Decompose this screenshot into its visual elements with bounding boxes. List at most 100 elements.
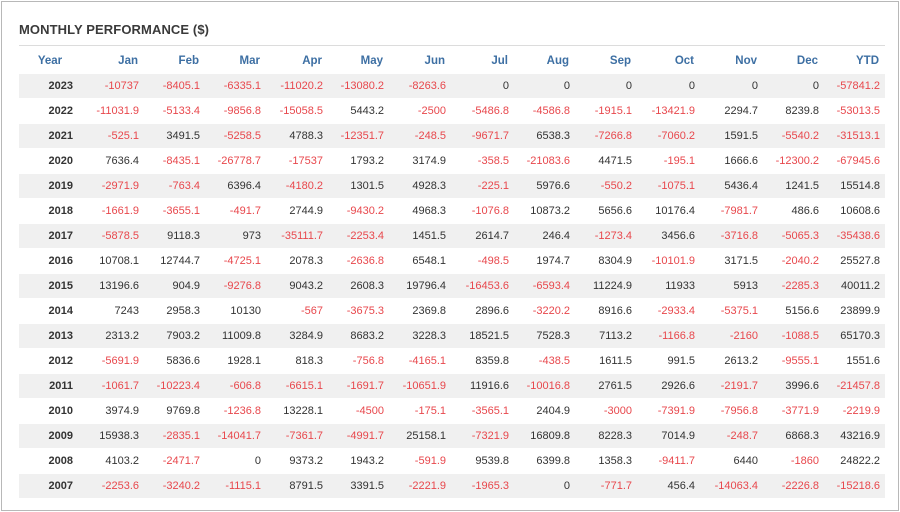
value-cell: -9671.7 <box>451 123 514 149</box>
value-cell: 1666.6 <box>700 148 763 174</box>
column-header-sep: Sep <box>575 48 637 74</box>
value-cell: -7321.9 <box>451 423 514 449</box>
value-cell: -4165.1 <box>389 348 451 374</box>
value-cell: 3491.5 <box>144 123 205 149</box>
value-cell: 2958.3 <box>144 298 205 324</box>
value-cell: -2219.9 <box>824 398 885 424</box>
value-cell: 0 <box>700 73 763 99</box>
value-cell: -6593.4 <box>514 273 575 299</box>
value-cell: 11933 <box>637 273 700 299</box>
value-cell: 1793.2 <box>328 148 389 174</box>
column-header-jul: Jul <box>451 48 514 74</box>
table-row: 2009 15938.3 -2835.1 -14041.7 -7361.7 -4991.7… <box>19 423 885 449</box>
year-cell: 2008 <box>19 448 81 474</box>
value-cell: -12300.2 <box>763 148 824 174</box>
year-cell: 2011 <box>19 373 81 399</box>
year-cell: 2020 <box>19 148 81 174</box>
year-cell: 2022 <box>19 98 81 124</box>
value-cell: -3000 <box>575 398 637 424</box>
value-cell: -12351.7 <box>328 123 389 149</box>
value-cell: 8239.8 <box>763 98 824 124</box>
value-cell: 5436.4 <box>700 173 763 199</box>
value-cell: -9430.2 <box>328 198 389 224</box>
value-cell: 2313.2 <box>81 323 144 349</box>
value-cell: 5656.6 <box>575 198 637 224</box>
value-cell: -175.1 <box>389 398 451 424</box>
value-cell: -4500 <box>328 398 389 424</box>
value-cell: -5691.9 <box>81 348 144 374</box>
value-cell: 10176.4 <box>637 198 700 224</box>
value-cell: 10608.6 <box>824 198 885 224</box>
table-body: 2023 -10737 -8405.1 -6335.1 -11020.2 -13080.2… <box>19 73 885 498</box>
value-cell: 8791.5 <box>266 473 328 498</box>
value-cell: -5540.2 <box>763 123 824 149</box>
table-row: 2013 2313.2 7903.2 11009.8 3284.9 8683.2 3228.… <box>19 323 885 349</box>
column-header-ytd: YTD <box>824 48 885 74</box>
value-cell: -21457.8 <box>824 373 885 399</box>
year-cell: 2014 <box>19 298 81 324</box>
value-cell: 16809.8 <box>514 423 575 449</box>
value-cell: 1551.6 <box>824 348 885 374</box>
value-cell: -2191.7 <box>700 373 763 399</box>
table-row: 2020 7636.4 -8435.1 -26778.7 -17537 1793.2 317… <box>19 148 885 174</box>
value-cell: -591.9 <box>389 448 451 474</box>
year-cell: 2007 <box>19 473 81 498</box>
value-cell: 0 <box>637 73 700 99</box>
value-cell: -5878.5 <box>81 223 144 249</box>
value-cell: 1928.1 <box>205 348 266 374</box>
value-cell: 6868.3 <box>763 423 824 449</box>
value-cell: 7113.2 <box>575 323 637 349</box>
value-cell: -1965.3 <box>451 473 514 498</box>
value-cell: -4991.7 <box>328 423 389 449</box>
value-cell: -438.5 <box>514 348 575 374</box>
value-cell: 0 <box>763 73 824 99</box>
value-cell: -567 <box>266 298 328 324</box>
value-cell: 43216.9 <box>824 423 885 449</box>
monthly-performance-table: Year Jan Feb Mar Apr May Jun Jul Aug Sep Oct Nov Dec… <box>19 48 885 498</box>
value-cell: -606.8 <box>205 373 266 399</box>
value-cell: -2253.6 <box>81 473 144 498</box>
value-cell: 12744.7 <box>144 248 205 274</box>
table-row: 2014 7243 2958.3 10130 -567 -3675.3 2369.8 2896… <box>19 298 885 324</box>
value-cell: 973 <box>205 223 266 249</box>
value-cell: -2500 <box>389 98 451 124</box>
value-cell: 2926.6 <box>637 373 700 399</box>
value-cell: 4103.2 <box>81 448 144 474</box>
value-cell: 6396.4 <box>205 173 266 199</box>
value-cell: 2896.6 <box>451 298 514 324</box>
value-cell: 19796.4 <box>389 273 451 299</box>
value-cell: -7060.2 <box>637 123 700 149</box>
column-header-oct: Oct <box>637 48 700 74</box>
value-cell: 6440 <box>700 448 763 474</box>
column-header-may: May <box>328 48 389 74</box>
value-cell: 11916.6 <box>451 373 514 399</box>
value-cell: 0 <box>205 448 266 474</box>
value-cell: -2226.8 <box>763 473 824 498</box>
year-cell: 2017 <box>19 223 81 249</box>
value-cell: -1088.5 <box>763 323 824 349</box>
value-cell: -4586.8 <box>514 98 575 124</box>
value-cell: -5065.3 <box>763 223 824 249</box>
table-header-row: Year Jan Feb Mar Apr May Jun Jul Aug Sep Oct Nov Dec… <box>19 48 885 74</box>
value-cell: 3174.9 <box>389 148 451 174</box>
value-cell: -3240.2 <box>144 473 205 498</box>
value-cell: 3228.3 <box>389 323 451 349</box>
value-cell: -35111.7 <box>266 223 328 249</box>
year-cell: 2016 <box>19 248 81 274</box>
value-cell: -17537 <box>266 148 328 174</box>
column-header-jun: Jun <box>389 48 451 74</box>
value-cell: -550.2 <box>575 173 637 199</box>
value-cell: -1860 <box>763 448 824 474</box>
value-cell: 2761.5 <box>575 373 637 399</box>
value-cell: 246.4 <box>514 223 575 249</box>
value-cell: 3996.6 <box>763 373 824 399</box>
value-cell: -8263.6 <box>389 73 451 99</box>
value-cell: -7391.9 <box>637 398 700 424</box>
value-cell: 7636.4 <box>81 148 144 174</box>
value-cell: 991.5 <box>637 348 700 374</box>
value-cell: 486.6 <box>763 198 824 224</box>
value-cell: 5976.6 <box>514 173 575 199</box>
value-cell: -26778.7 <box>205 148 266 174</box>
value-cell: -5133.4 <box>144 98 205 124</box>
